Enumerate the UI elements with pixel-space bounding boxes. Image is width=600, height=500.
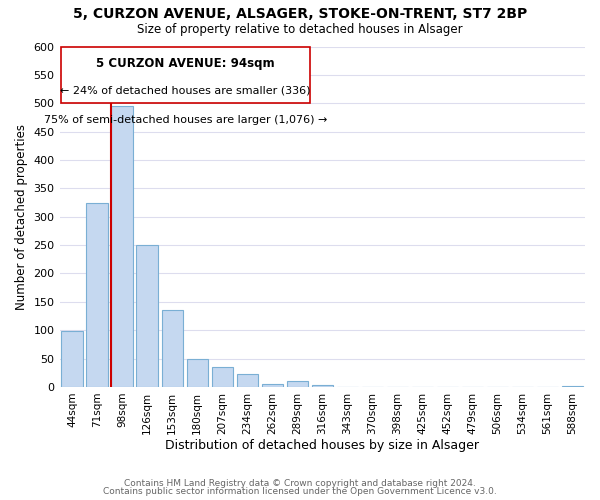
Text: Contains public sector information licensed under the Open Government Licence v3: Contains public sector information licen… <box>103 488 497 496</box>
Bar <box>61 332 83 387</box>
Bar <box>161 310 183 387</box>
Bar <box>86 202 108 387</box>
Text: 5, CURZON AVENUE, ALSAGER, STOKE-ON-TRENT, ST7 2BP: 5, CURZON AVENUE, ALSAGER, STOKE-ON-TREN… <box>73 8 527 22</box>
Bar <box>112 106 133 387</box>
Text: 5 CURZON AVENUE: 94sqm: 5 CURZON AVENUE: 94sqm <box>96 56 275 70</box>
Text: Size of property relative to detached houses in Alsager: Size of property relative to detached ho… <box>137 22 463 36</box>
Bar <box>212 367 233 387</box>
Y-axis label: Number of detached properties: Number of detached properties <box>15 124 28 310</box>
X-axis label: Distribution of detached houses by size in Alsager: Distribution of detached houses by size … <box>165 440 479 452</box>
Bar <box>236 374 258 387</box>
FancyBboxPatch shape <box>61 46 310 103</box>
Bar <box>187 358 208 387</box>
Bar <box>262 384 283 387</box>
Text: Contains HM Land Registry data © Crown copyright and database right 2024.: Contains HM Land Registry data © Crown c… <box>124 478 476 488</box>
Bar <box>311 386 333 387</box>
Text: 75% of semi-detached houses are larger (1,076) →: 75% of semi-detached houses are larger (… <box>44 114 327 124</box>
Text: ← 24% of detached houses are smaller (336): ← 24% of detached houses are smaller (33… <box>60 86 311 96</box>
Bar <box>287 382 308 387</box>
Bar <box>136 245 158 387</box>
Bar <box>562 386 583 387</box>
